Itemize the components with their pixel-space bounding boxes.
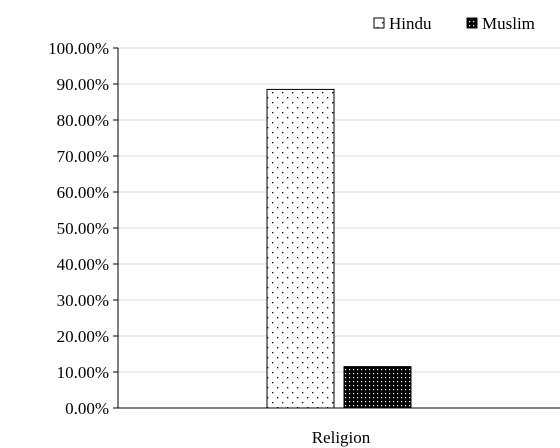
y-tick-label: 80.00% <box>57 111 109 130</box>
legend-label-hindu: Hindu <box>389 14 432 33</box>
x-axis-title: Religion <box>312 428 371 447</box>
bar-hindu <box>266 88 335 409</box>
legend-label-muslim: Muslim <box>482 14 535 33</box>
y-tick-label: 0.00% <box>65 399 109 418</box>
y-tick-label: 10.00% <box>57 363 109 382</box>
y-tick-label: 50.00% <box>57 219 109 238</box>
legend-swatch-hindu <box>373 17 385 29</box>
y-tick-label: 30.00% <box>57 291 109 310</box>
y-tick-label: 70.00% <box>57 147 109 166</box>
y-tick-label: 100.00% <box>48 39 109 58</box>
legend-swatch-muslim <box>466 17 478 29</box>
bar-muslim <box>343 366 412 409</box>
y-tick-label: 40.00% <box>57 255 109 274</box>
legend: Hindu Muslim <box>373 14 535 33</box>
y-tick-label: 20.00% <box>57 327 109 346</box>
bars <box>266 88 412 409</box>
y-tick-label: 90.00% <box>57 75 109 94</box>
gridlines <box>118 47 560 373</box>
y-tick-label: 60.00% <box>57 183 109 202</box>
axes: 0.00% 10.00% 20.00% 30.00% 40.00% 50.00% 60.00… <box>48 39 560 418</box>
